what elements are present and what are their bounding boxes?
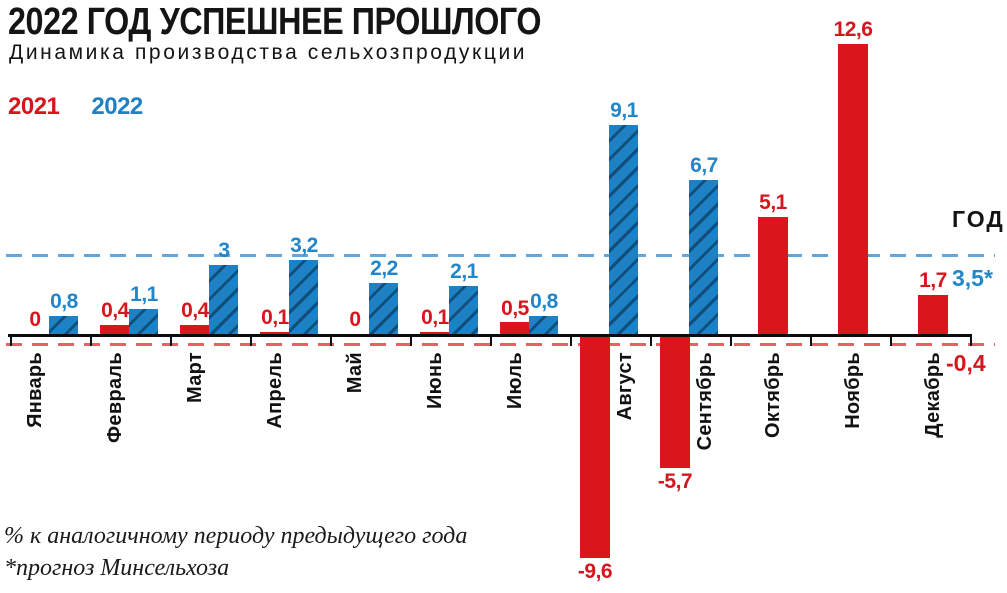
value-2021-1: 0: [29, 308, 41, 331]
month-label-11: Ноябрь: [842, 352, 864, 429]
value-2022-8: 9,1: [610, 99, 638, 122]
axis-tick: [810, 334, 812, 346]
footnotes: % к аналогичному периоду предыдущего год…: [4, 520, 467, 584]
legend: 2021 2022: [8, 93, 143, 121]
bar-2022-6: [449, 286, 478, 334]
month-label-1: Январь: [24, 352, 46, 428]
axis-tick: [170, 334, 172, 346]
value-2021-7: 0,5: [501, 297, 529, 320]
month-label-12: Декабрь: [922, 352, 944, 438]
bar-2022-5: [369, 283, 398, 334]
year-total-2022: 3,5*: [952, 265, 993, 291]
month-label-10: Октябрь: [762, 352, 784, 438]
axis-tick: [890, 334, 892, 346]
month-label-7: Июль: [504, 352, 526, 410]
month-label-2: Февраль: [104, 352, 126, 443]
axis-tick: [650, 334, 652, 346]
bar-2021-3: [180, 325, 210, 334]
footnote-unit: % к аналогичному периоду предыдущего год…: [4, 523, 468, 549]
bar-2021-11: [838, 44, 868, 334]
value-2022-2: 1,1: [130, 283, 158, 306]
bar-2021-4: [260, 332, 290, 334]
legend-item-2022: 2022: [91, 93, 143, 120]
month-label-9: Сентябрь: [694, 352, 716, 451]
axis-tick: [330, 334, 332, 346]
axis-tick: [10, 334, 12, 346]
value-2021-10: 5,1: [759, 191, 787, 214]
value-2022-3: 3: [218, 239, 230, 262]
value-2022-9: 6,7: [690, 154, 718, 177]
reference-line-2021: [6, 343, 995, 346]
value-2022-1: 0,8: [50, 290, 78, 313]
reference-line-2022: [6, 254, 995, 257]
axis-tick: [90, 334, 92, 346]
page-title: 2022 ГОД УСПЕШНЕЕ ПРОШЛОГО: [8, 1, 542, 43]
month-label-8: Август: [614, 352, 636, 421]
month-label-6: Июнь: [424, 352, 446, 410]
value-2021-9: -5,7: [657, 470, 693, 493]
value-2021-8: -9,6: [577, 560, 613, 583]
bar-2021-9: [660, 337, 690, 468]
bar-2022-2: [129, 309, 158, 334]
axis-tick: [490, 334, 492, 346]
bar-2021-7: [500, 322, 530, 334]
value-2021-5: 0: [349, 308, 361, 331]
axis-tick: [730, 334, 732, 346]
bar-2022-3: [209, 265, 238, 334]
bar-2021-6: [420, 332, 450, 334]
footnote-forecast: *прогноз Минсельхоза: [4, 555, 230, 581]
value-2022-5: 2,2: [370, 257, 398, 280]
bar-2022-4: [289, 260, 318, 334]
axis-tick: [970, 334, 972, 346]
bar-2021-10: [758, 217, 788, 334]
legend-item-2021: 2021: [8, 93, 60, 120]
bar-2021-2: [100, 325, 130, 334]
value-2021-4: 0,1: [261, 306, 289, 329]
axis-tick: [570, 334, 572, 346]
value-2022-6: 2,1: [450, 260, 478, 283]
bar-2022-7: [529, 316, 558, 334]
bar-2022-8: [609, 125, 638, 334]
value-2022-7: 0,8: [530, 290, 558, 313]
year-totals-heading: ГОД: [952, 206, 1005, 232]
value-2022-4: 3,2: [290, 234, 318, 257]
month-label-4: Апрель: [264, 352, 286, 429]
axis-tick: [410, 334, 412, 346]
month-label-5: Май: [344, 352, 366, 394]
x-axis: [8, 334, 971, 337]
value-2021-11: 12,6: [833, 18, 873, 41]
page-subtitle: Динамика производства сельхозпродукции: [9, 41, 528, 64]
value-2021-12: 1,7: [919, 269, 947, 292]
bar-2021-8: [580, 337, 610, 558]
year-total-2021: -0,4: [946, 350, 986, 376]
bar-2022-1: [49, 316, 78, 334]
value-2021-3: 0,4: [181, 299, 209, 322]
bar-2022-9: [689, 180, 718, 334]
value-2021-2: 0,4: [101, 299, 129, 322]
month-label-3: Март: [184, 352, 206, 403]
axis-tick: [250, 334, 252, 346]
value-2021-6: 0,1: [421, 306, 449, 329]
bar-2021-12: [918, 295, 948, 334]
